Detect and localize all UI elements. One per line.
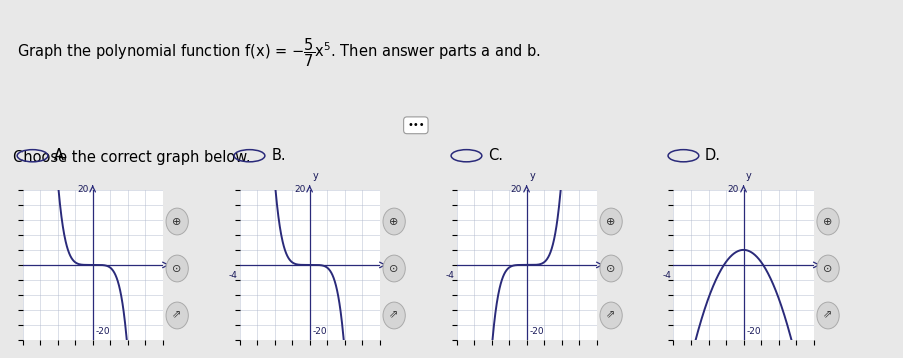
Circle shape [383, 255, 405, 282]
Text: ⊙: ⊙ [823, 263, 832, 274]
Circle shape [600, 255, 621, 282]
Text: ⊙: ⊙ [606, 263, 615, 274]
Circle shape [816, 302, 838, 329]
Text: y: y [312, 171, 318, 182]
Text: ⊙: ⊙ [172, 263, 182, 274]
Circle shape [600, 208, 621, 235]
Text: x: x [607, 271, 612, 281]
Text: Choose the correct graph below.: Choose the correct graph below. [13, 150, 250, 165]
Text: A.: A. [54, 148, 69, 163]
Text: •••: ••• [406, 120, 424, 130]
Text: y: y [745, 171, 751, 182]
Text: ⊙: ⊙ [389, 263, 398, 274]
Circle shape [816, 255, 838, 282]
Text: y: y [528, 171, 535, 182]
Text: -20: -20 [312, 326, 327, 335]
Text: 20: 20 [293, 185, 305, 194]
Text: D.: D. [704, 148, 721, 163]
Text: ⊕: ⊕ [389, 217, 398, 227]
Text: -4: -4 [662, 271, 671, 280]
Text: Graph the polynomial function f(x) = $-\dfrac{5}{7}$x$^5$. Then answer parts a a: Graph the polynomial function f(x) = $-\… [17, 36, 540, 68]
Circle shape [383, 302, 405, 329]
Circle shape [816, 208, 838, 235]
Circle shape [166, 208, 188, 235]
Text: 20: 20 [727, 185, 739, 194]
Text: ⇗: ⇗ [389, 310, 398, 320]
Text: ⊕: ⊕ [172, 217, 182, 227]
Text: ⊕: ⊕ [606, 217, 615, 227]
Circle shape [166, 255, 188, 282]
Text: -20: -20 [528, 326, 544, 335]
Text: -4: -4 [228, 271, 237, 280]
Text: ⇗: ⇗ [172, 310, 182, 320]
Circle shape [383, 208, 405, 235]
Text: x: x [824, 271, 829, 281]
Text: 20: 20 [77, 185, 88, 194]
Text: -20: -20 [745, 326, 760, 335]
Text: B.: B. [271, 148, 285, 163]
Text: -20: -20 [95, 326, 110, 335]
Text: -4: -4 [445, 271, 454, 280]
Text: ⇗: ⇗ [823, 310, 832, 320]
Text: ⊕: ⊕ [823, 217, 832, 227]
Text: x: x [390, 271, 396, 281]
Circle shape [600, 302, 621, 329]
Text: 20: 20 [510, 185, 522, 194]
Text: ⇗: ⇗ [606, 310, 615, 320]
Text: C.: C. [488, 148, 503, 163]
Circle shape [166, 302, 188, 329]
